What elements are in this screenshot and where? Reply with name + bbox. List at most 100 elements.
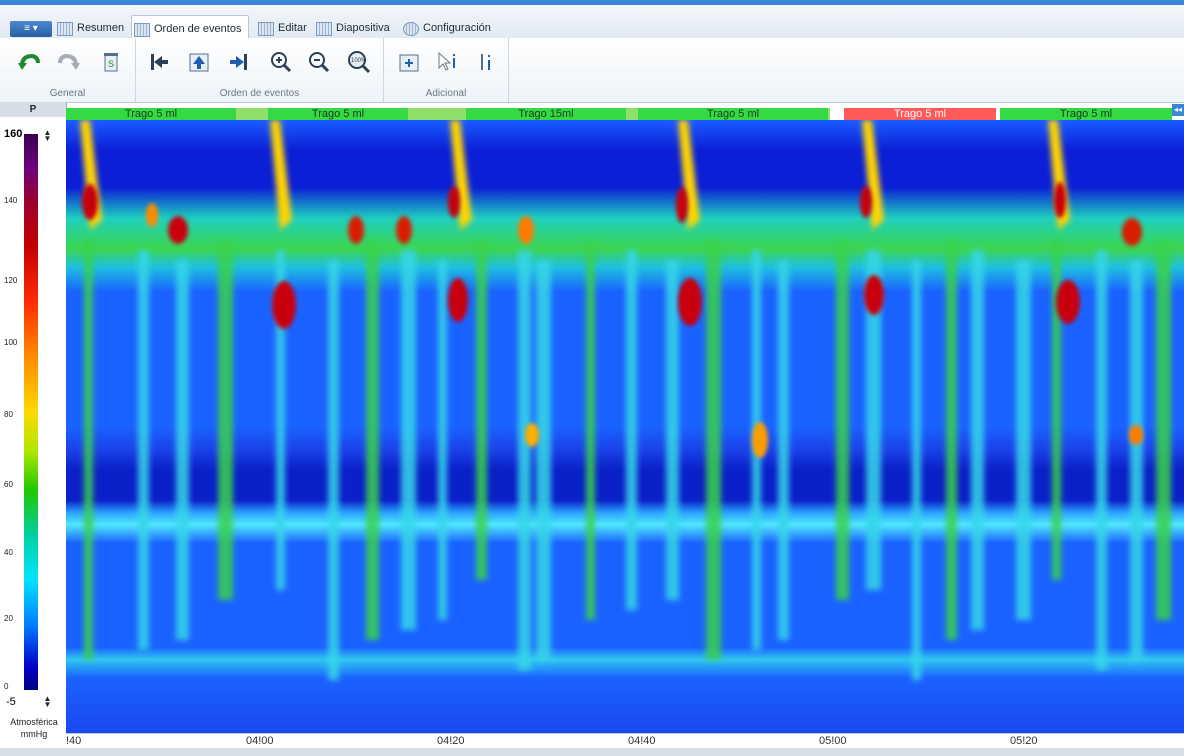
overview-scroll-strip[interactable] (0, 748, 1184, 756)
event-marker[interactable]: Trago 5 ml (66, 108, 236, 120)
scale-max-spinner[interactable]: ▲ ▼ (43, 128, 52, 143)
tab-bar: ≡ ▾ Resumen Orden de eventos Editar Diap… (0, 5, 1184, 42)
ribbon-toolbar: S General 100% Orden de eventos (0, 38, 1184, 103)
info-icon (481, 54, 490, 70)
pressure-streak (176, 260, 189, 640)
move-to-end-button[interactable] (226, 48, 252, 76)
zoom-in-button[interactable] (268, 48, 294, 76)
tab-label: Resumen (77, 22, 125, 34)
event-marker[interactable]: Trago 5 ml (1000, 108, 1172, 120)
tab-editar[interactable]: Editar (256, 15, 311, 42)
redo-button[interactable] (56, 48, 82, 76)
tab-label: Editar (278, 22, 307, 34)
pressure-peak (678, 278, 702, 326)
ribbon-group-label: Adicional (425, 88, 467, 99)
pressure-streaks (80, 120, 1171, 680)
pressure-streak (84, 240, 93, 660)
event-marker[interactable]: Trago 5 ml (638, 108, 828, 120)
color-scale-bar (24, 134, 38, 690)
pressure-streak (1016, 260, 1031, 620)
pressure-streak (1052, 240, 1061, 580)
pressure-streak (401, 250, 416, 630)
tab-configuracion[interactable]: Configuración (401, 15, 501, 42)
pressure-peaks (82, 182, 1143, 458)
tab-diapositiva[interactable]: Diapositiva (314, 15, 396, 42)
move-up-button[interactable] (186, 48, 212, 76)
pressure-streak (438, 260, 447, 620)
move-to-start-button[interactable] (146, 48, 172, 76)
ribbon-group-additional: Adicional (384, 38, 509, 102)
pressure-peak (518, 216, 534, 244)
undo-button[interactable] (16, 48, 42, 76)
scale-min-spinner[interactable]: ▲ ▼ (43, 694, 52, 709)
events-order-icon (134, 23, 150, 37)
pressure-peak (860, 186, 872, 218)
pressure-peak (1054, 182, 1066, 218)
pressure-streak (518, 250, 531, 670)
move-right-icon (230, 54, 247, 70)
pressure-streak (476, 240, 487, 580)
pressure-streak (866, 250, 881, 590)
pressure-streak (946, 240, 957, 640)
pressure-peak (168, 216, 188, 244)
ribbon-group-label: Orden de eventos (219, 88, 300, 99)
edit-icon (258, 22, 274, 36)
event-marker-highlighted[interactable]: Trago 5 ml (844, 108, 996, 120)
event-marker[interactable]: Trago 15ml (466, 108, 626, 120)
pressure-streak (1156, 240, 1171, 620)
event-marker-strip: Trago 5 ml Trago 5 ml Trago 15ml Trago 5… (66, 108, 1172, 120)
info-button[interactable] (476, 48, 502, 76)
tab-resumen[interactable]: Resumen (55, 15, 127, 42)
time-tick: 05!00 (819, 735, 847, 747)
swallow-onset (450, 120, 472, 230)
time-tick: 04!40 (628, 735, 656, 747)
zoom-reset-text: 100% (351, 58, 367, 64)
scale-min-value: -5 (6, 696, 16, 708)
tab-orden-de-eventos[interactable]: Orden de eventos (131, 15, 249, 42)
tab-label: Diapositiva (336, 22, 390, 34)
zoom-reset-button[interactable]: 100% (346, 48, 372, 76)
recycle-bin-button[interactable]: S (98, 48, 124, 76)
unit-reference: Atmosférica (10, 717, 58, 727)
pressure-streak (1130, 260, 1143, 660)
pressure-peak (448, 186, 460, 218)
pressure-streak (586, 240, 595, 620)
event-gap (996, 108, 1000, 120)
pressure-peak (348, 216, 364, 244)
collapse-events-button[interactable]: ◂◂ (1172, 104, 1184, 116)
app-menu-button[interactable]: ≡ ▾ (10, 21, 52, 37)
pressure-streak (276, 250, 285, 590)
pressure-peak (272, 281, 296, 329)
select-info-button[interactable] (434, 48, 460, 76)
arrow-up-icon (189, 53, 209, 72)
pressure-streak (778, 260, 789, 640)
scale-tick: 20 (4, 614, 13, 623)
pressure-streak (218, 240, 233, 600)
tab-label: Orden de eventos (154, 23, 242, 35)
plot-background (66, 120, 1184, 733)
pressure-peak (146, 203, 158, 227)
zoom-out-button[interactable] (306, 48, 332, 76)
scale-tick: 120 (4, 276, 18, 285)
scale-tick: 100 (4, 338, 18, 347)
add-event-button[interactable] (396, 48, 422, 76)
pressure-peak (525, 423, 539, 447)
pressure-streak (912, 260, 921, 680)
scale-tick: 40 (4, 548, 13, 557)
add-event-icon (399, 54, 419, 72)
topography-svg (66, 120, 1184, 733)
scale-max-value: 160 (4, 128, 23, 140)
pressure-streak (836, 240, 849, 600)
event-gap (830, 108, 844, 120)
pressure-peak (1129, 425, 1143, 445)
event-marker[interactable]: Trago 5 ml (268, 108, 408, 120)
scale-tick: 140 (4, 196, 18, 205)
pressure-peak (82, 184, 98, 220)
pressure-topography-plot[interactable] (66, 120, 1184, 733)
settings-gear-icon (403, 22, 419, 36)
pressure-color-scale: P 160 ▲ ▼ 140 120 100 80 60 40 20 0 -5 ▲ ▼… (0, 102, 67, 756)
pressure-peak (1056, 280, 1080, 324)
pressure-peak (1122, 218, 1142, 246)
pressure-peak (676, 187, 688, 223)
scale-tick: 60 (4, 480, 13, 489)
